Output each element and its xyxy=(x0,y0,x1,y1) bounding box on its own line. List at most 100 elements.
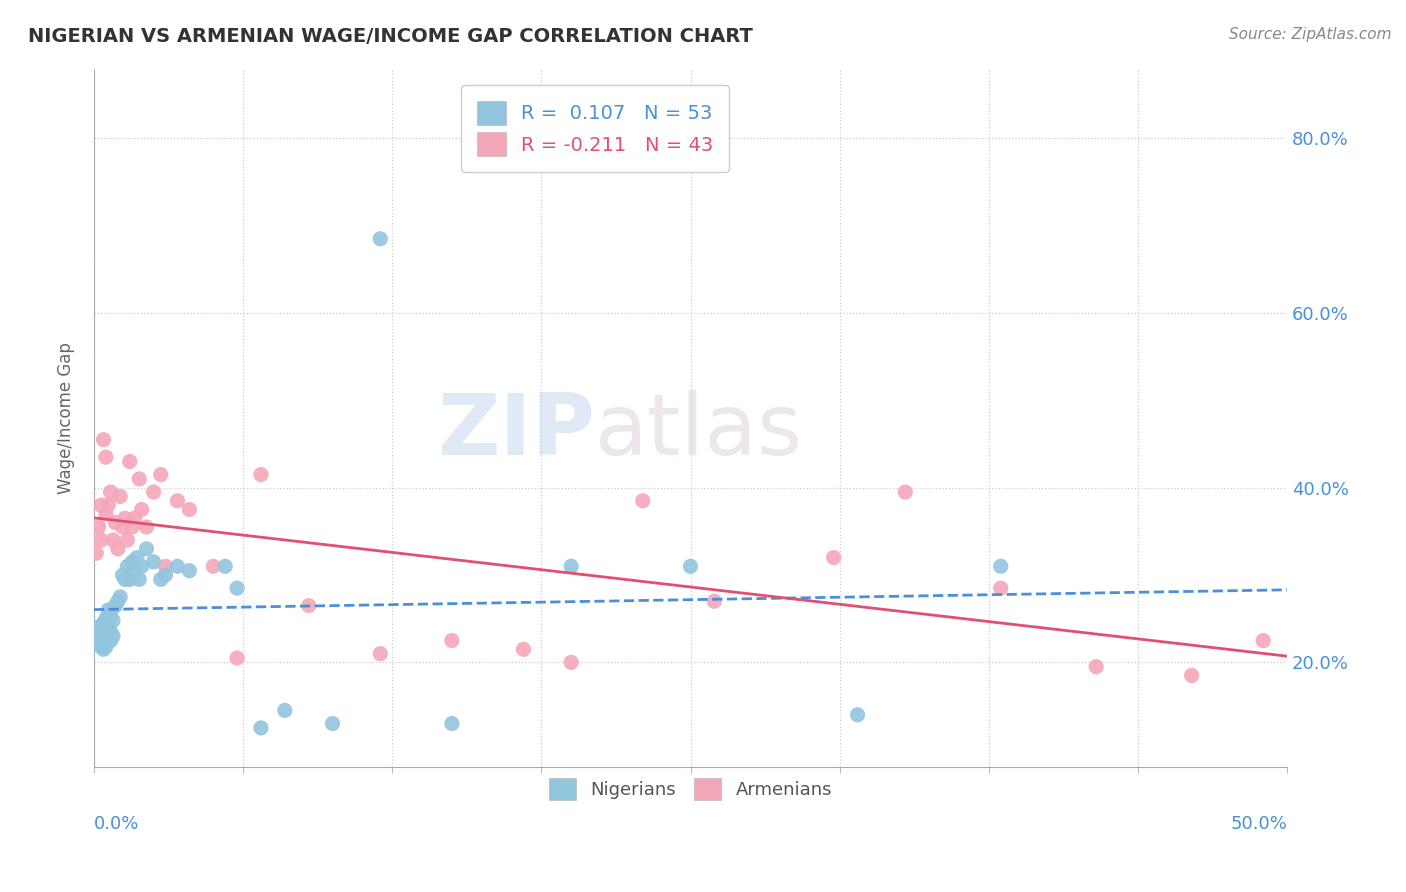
Point xyxy=(100,624,122,639)
Point xyxy=(631,493,654,508)
Point xyxy=(86,620,108,634)
Point xyxy=(214,559,236,574)
Point xyxy=(124,511,146,525)
Point xyxy=(100,633,122,648)
Point xyxy=(679,559,702,574)
Legend: Nigerians, Armenians: Nigerians, Armenians xyxy=(541,771,839,807)
Point xyxy=(823,550,845,565)
Point xyxy=(131,502,153,516)
Point xyxy=(104,516,127,530)
Point xyxy=(894,485,917,500)
Point xyxy=(101,629,124,643)
Point xyxy=(100,485,122,500)
Point xyxy=(274,703,297,717)
Point xyxy=(93,636,115,650)
Point xyxy=(118,454,141,468)
Point xyxy=(125,550,148,565)
Y-axis label: Wage/Income Gap: Wage/Income Gap xyxy=(58,342,75,494)
Point xyxy=(1085,659,1108,673)
Point xyxy=(94,629,117,643)
Point xyxy=(440,633,463,648)
Point xyxy=(368,232,391,246)
Point xyxy=(108,590,131,604)
Point xyxy=(97,603,120,617)
Point xyxy=(93,642,115,657)
Point xyxy=(90,640,112,654)
Point xyxy=(90,622,112,636)
Point xyxy=(128,472,150,486)
Point xyxy=(86,546,108,560)
Point xyxy=(121,520,143,534)
Point xyxy=(179,564,201,578)
Point xyxy=(1181,668,1204,682)
Point xyxy=(94,612,117,626)
Point xyxy=(111,520,134,534)
Point xyxy=(250,721,273,735)
Point xyxy=(226,651,249,665)
Point xyxy=(155,568,177,582)
Point xyxy=(101,533,124,548)
Point xyxy=(512,642,534,657)
Text: 50.0%: 50.0% xyxy=(1230,815,1286,833)
Text: ZIP: ZIP xyxy=(437,391,595,474)
Text: NIGERIAN VS ARMENIAN WAGE/INCOME GAP CORRELATION CHART: NIGERIAN VS ARMENIAN WAGE/INCOME GAP COR… xyxy=(28,27,754,45)
Point xyxy=(87,624,110,639)
Point xyxy=(131,559,153,574)
Point xyxy=(94,620,117,634)
Point xyxy=(298,599,321,613)
Point xyxy=(108,490,131,504)
Point xyxy=(93,616,115,631)
Point xyxy=(166,493,188,508)
Point xyxy=(226,581,249,595)
Point xyxy=(142,485,165,500)
Point xyxy=(117,559,139,574)
Text: 0.0%: 0.0% xyxy=(94,815,139,833)
Point xyxy=(202,559,225,574)
Point xyxy=(124,564,146,578)
Point xyxy=(322,716,344,731)
Point xyxy=(990,581,1012,595)
Point xyxy=(104,599,127,613)
Point xyxy=(117,533,139,548)
Point xyxy=(93,624,115,639)
Point xyxy=(703,594,725,608)
Point xyxy=(990,559,1012,574)
Point xyxy=(93,433,115,447)
Point xyxy=(114,573,136,587)
Point xyxy=(118,573,141,587)
Point xyxy=(94,450,117,464)
Point xyxy=(368,647,391,661)
Point xyxy=(142,555,165,569)
Point xyxy=(1251,633,1274,648)
Point xyxy=(135,520,157,534)
Point xyxy=(90,627,112,641)
Point xyxy=(97,618,120,632)
Point xyxy=(121,555,143,569)
Point xyxy=(179,502,201,516)
Point xyxy=(90,631,112,645)
Point xyxy=(111,568,134,582)
Point xyxy=(87,520,110,534)
Point xyxy=(155,559,177,574)
Point xyxy=(149,573,172,587)
Point xyxy=(97,498,120,512)
Point xyxy=(440,716,463,731)
Point xyxy=(114,511,136,525)
Point xyxy=(250,467,273,482)
Point xyxy=(135,541,157,556)
Point xyxy=(94,640,117,654)
Point xyxy=(100,607,122,622)
Text: Source: ZipAtlas.com: Source: ZipAtlas.com xyxy=(1229,27,1392,42)
Point xyxy=(107,594,129,608)
Point xyxy=(101,614,124,628)
Point xyxy=(107,541,129,556)
Point xyxy=(90,533,112,548)
Point xyxy=(846,707,869,722)
Point xyxy=(87,633,110,648)
Text: atlas: atlas xyxy=(595,391,803,474)
Point xyxy=(166,559,188,574)
Point xyxy=(90,498,112,512)
Point xyxy=(560,559,582,574)
Point xyxy=(86,629,108,643)
Point xyxy=(149,467,172,482)
